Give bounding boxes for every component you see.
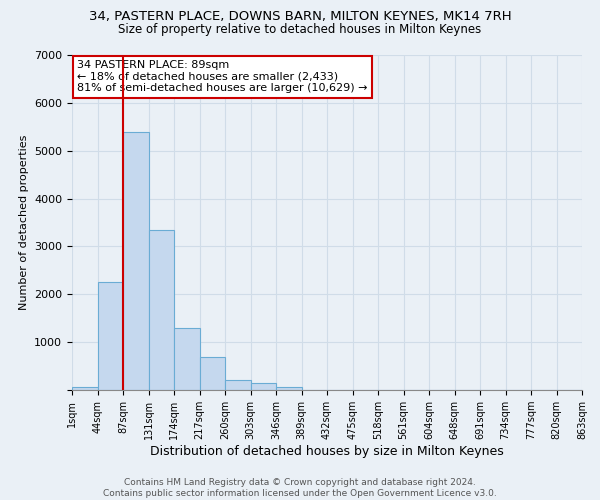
Y-axis label: Number of detached properties: Number of detached properties [19,135,29,310]
Bar [199,356,225,390]
Bar [149,230,174,390]
Bar [174,328,199,390]
Bar [97,282,123,390]
Bar [251,383,276,390]
X-axis label: Distribution of detached houses by size in Milton Keynes: Distribution of detached houses by size … [150,445,504,458]
Text: Size of property relative to detached houses in Milton Keynes: Size of property relative to detached ho… [118,22,482,36]
Text: 34, PASTERN PLACE, DOWNS BARN, MILTON KEYNES, MK14 7RH: 34, PASTERN PLACE, DOWNS BARN, MILTON KE… [89,10,511,23]
Text: Contains HM Land Registry data © Crown copyright and database right 2024.
Contai: Contains HM Land Registry data © Crown c… [103,478,497,498]
Bar [123,132,149,390]
Bar [72,386,97,390]
Bar [225,380,251,390]
Bar [276,386,302,390]
Text: 34 PASTERN PLACE: 89sqm
← 18% of detached houses are smaller (2,433)
81% of semi: 34 PASTERN PLACE: 89sqm ← 18% of detache… [77,60,368,93]
